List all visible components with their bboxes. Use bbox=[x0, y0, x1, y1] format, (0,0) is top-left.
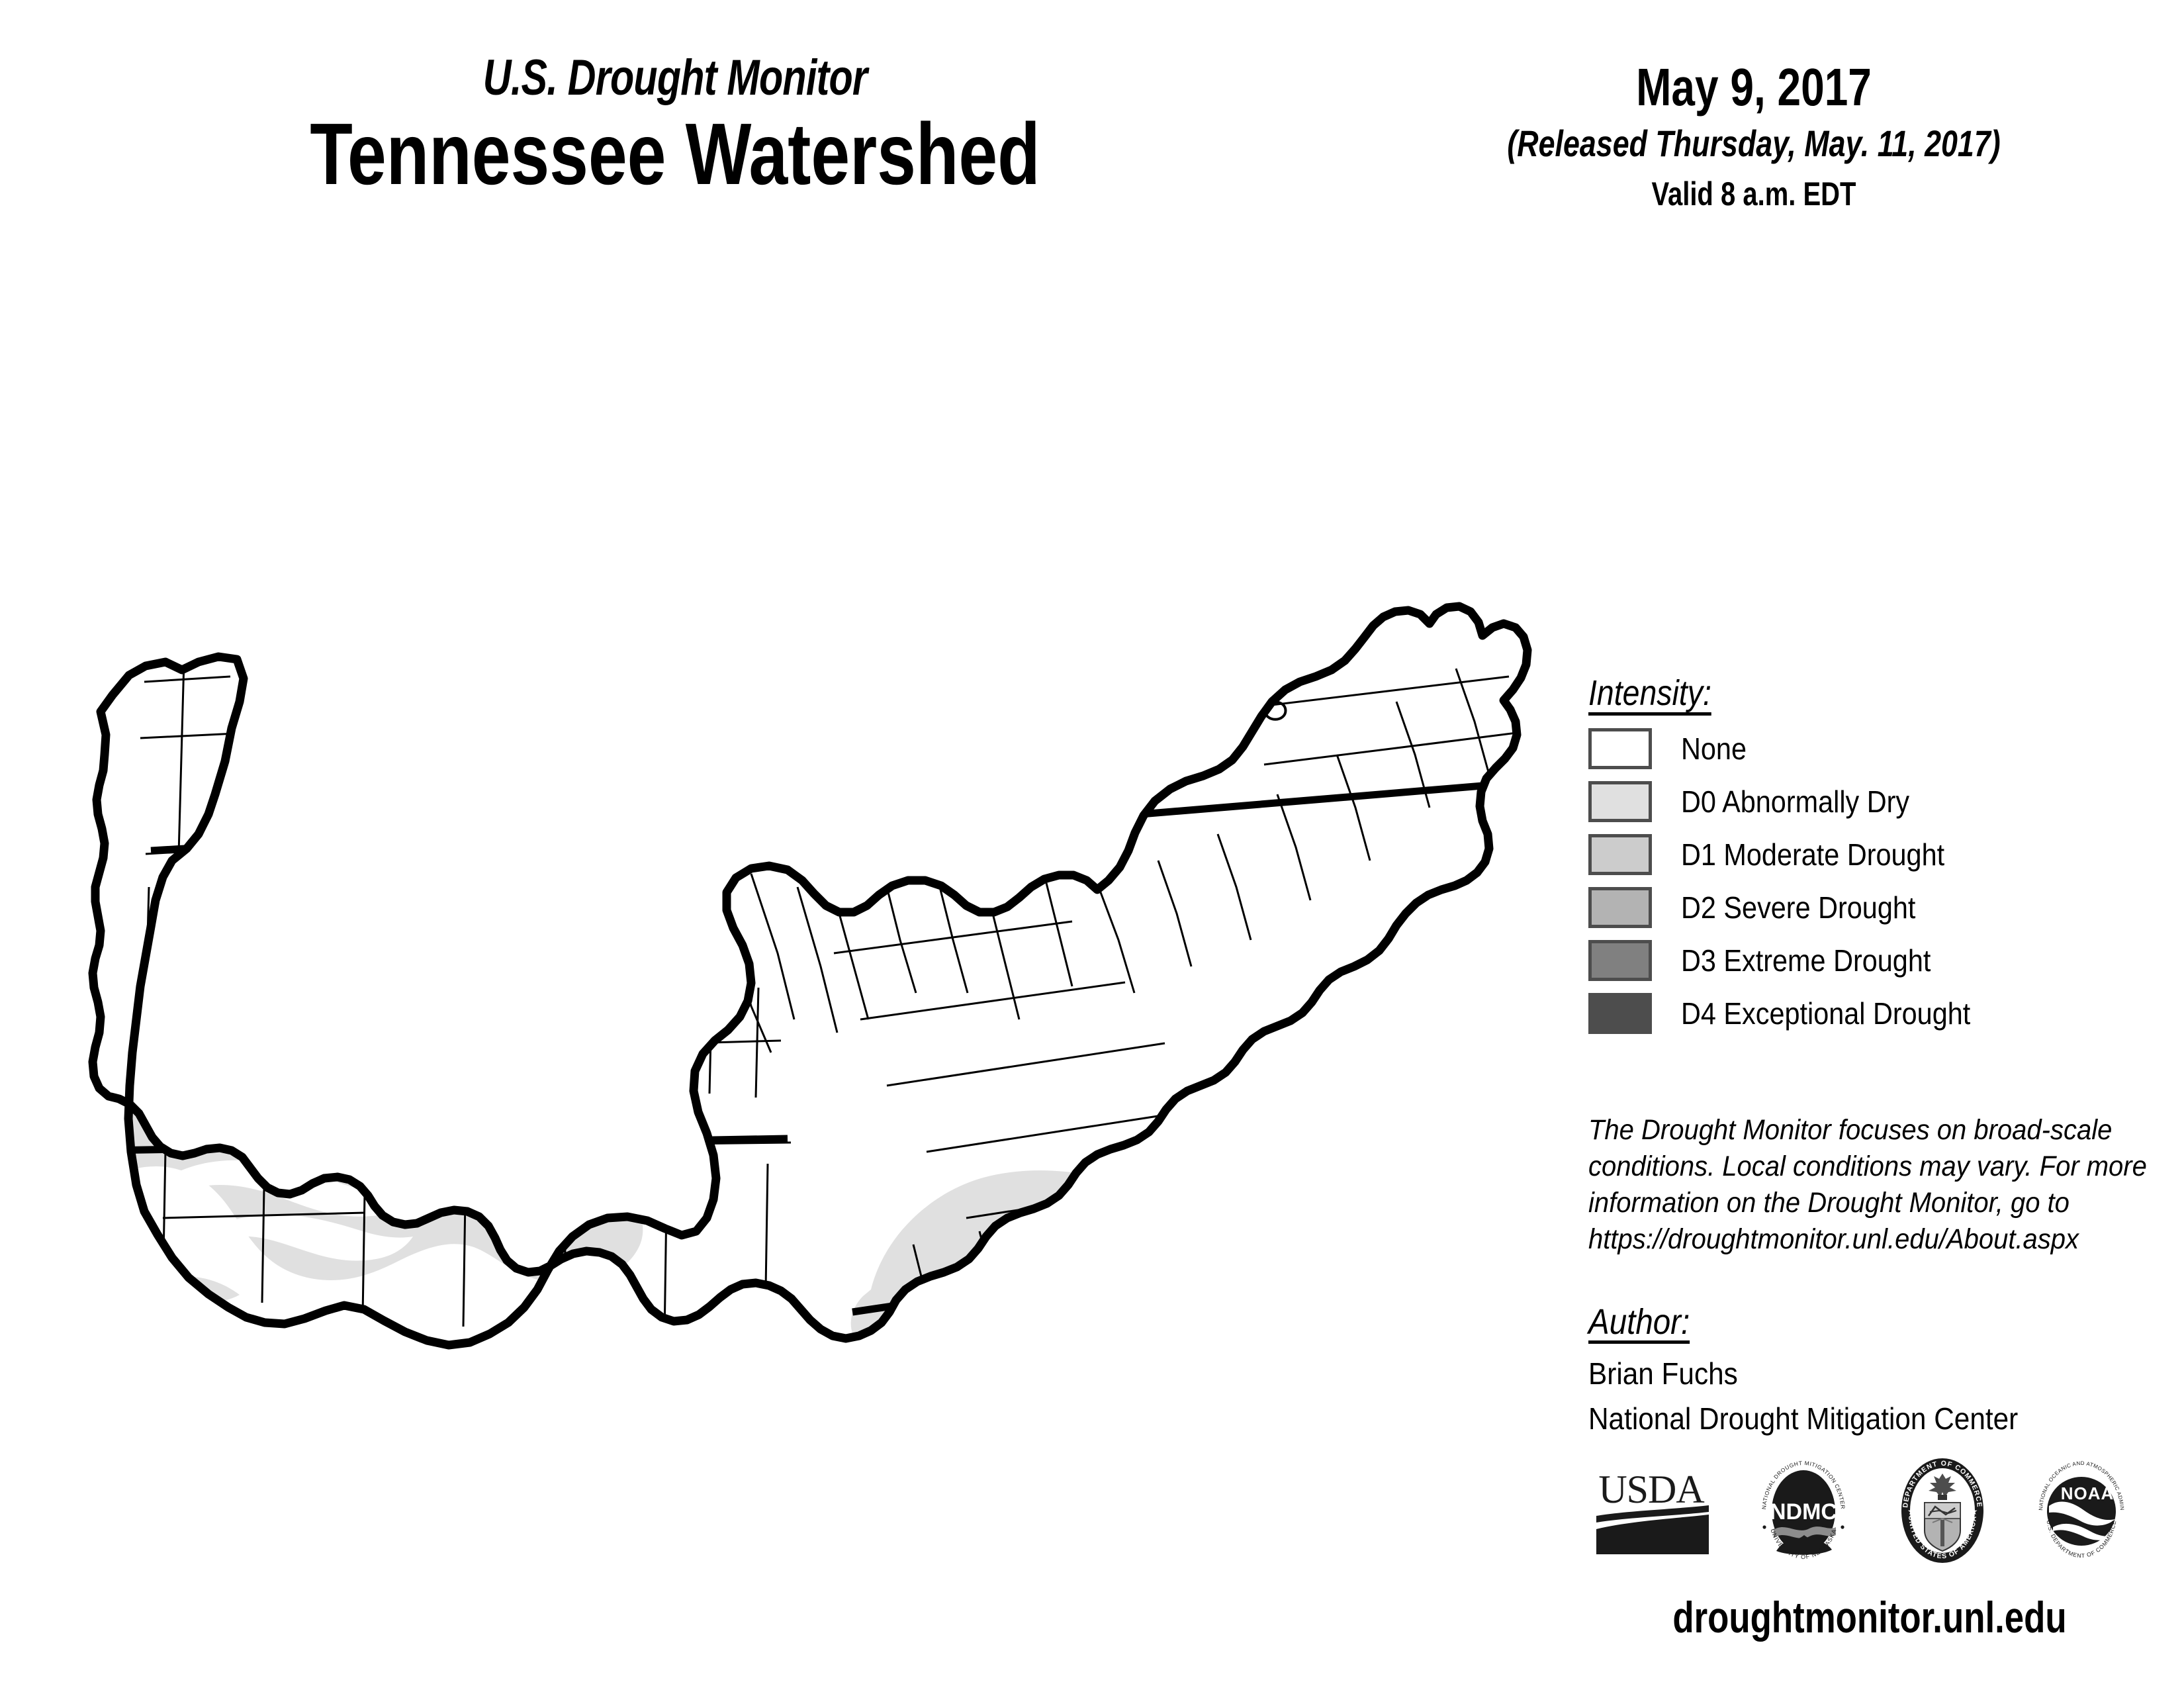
legend-swatch-none bbox=[1588, 728, 1652, 769]
footer-url[interactable]: droughtmonitor.unl.edu bbox=[1672, 1593, 2067, 1642]
legend-item-d3[interactable]: D3 Extreme Drought bbox=[1588, 940, 2171, 981]
legend-label-d2: D2 Severe Drought bbox=[1681, 890, 1916, 925]
legend-label-none: None bbox=[1681, 731, 1747, 766]
legend-label-d3: D3 Extreme Drought bbox=[1681, 943, 1931, 978]
released-date: (Released Thursday, May. 11, 2017) bbox=[1507, 122, 2001, 164]
legend-label-d4: D4 Exceptional Drought bbox=[1681, 996, 1971, 1031]
author-heading: Author: bbox=[1588, 1304, 1690, 1344]
legend-item-d4[interactable]: D4 Exceptional Drought bbox=[1588, 993, 2171, 1034]
legend-swatch-d3 bbox=[1588, 940, 1652, 981]
svg-text:★: ★ bbox=[1970, 1506, 1978, 1517]
drought-region-d0-west-hole-b bbox=[225, 1214, 413, 1261]
author-block: Author: Brian Fuchs National Drought Mit… bbox=[1588, 1304, 2177, 1434]
lake-glyph bbox=[1263, 700, 1287, 721]
disclaimer-link[interactable]: https://droughtmonitor.unl.edu/About.asp… bbox=[1588, 1223, 2079, 1256]
drought-monitor-supertitle: U.S. Drought Monitor bbox=[482, 50, 868, 106]
legend-label-d0: D0 Abnormally Dry bbox=[1681, 784, 1910, 819]
svg-text:NOAA: NOAA bbox=[2061, 1483, 2115, 1503]
doc-logo: DEPARTMENT OF COMMERCE UNITED STATES OF … bbox=[1893, 1456, 1992, 1569]
valid-date: May 9, 2017 bbox=[1636, 58, 1872, 117]
svg-text:★: ★ bbox=[1907, 1506, 1916, 1517]
legend-item-none[interactable]: None bbox=[1588, 728, 2171, 769]
legend-label-d1: D1 Moderate Drought bbox=[1681, 837, 1945, 872]
legend-swatch-d4 bbox=[1588, 993, 1652, 1034]
page-title: Tennessee Watershed bbox=[310, 105, 1040, 203]
drought-region-d1-east bbox=[889, 1300, 987, 1345]
legend-item-d0[interactable]: D0 Abnormally Dry bbox=[1588, 781, 2171, 822]
noaa-logo: NOAA NATIONAL OCEANIC AND ATMOSPHERIC AD… bbox=[2032, 1458, 2131, 1568]
header-title-block: U.S. Drought Monitor Tennessee Watershed bbox=[159, 53, 1191, 201]
header-date-block: May 9, 2017 (Released Thursday, May. 11,… bbox=[1403, 60, 2105, 212]
legend-swatch-d1 bbox=[1588, 834, 1652, 875]
author-affiliation: National Drought Mitigation Center bbox=[1588, 1401, 2019, 1436]
agency-logos: USDA NDMC NATIONAL DROUGHT MITIGATION CE… bbox=[1588, 1453, 2131, 1572]
legend-item-d2[interactable]: D2 Severe Drought bbox=[1588, 887, 2171, 928]
disclaimer-text: The Drought Monitor focuses on broad-sca… bbox=[1588, 1112, 2177, 1258]
legend-item-d1[interactable]: D1 Moderate Drought bbox=[1588, 834, 2171, 875]
tennessee-watershed-map[interactable] bbox=[66, 596, 1562, 1403]
intensity-legend: Intensity: None D0 Abnormally Dry D1 Mod… bbox=[1588, 675, 2171, 1034]
svg-text:USDA: USDA bbox=[1598, 1468, 1704, 1511]
author-name: Brian Fuchs bbox=[1588, 1356, 1738, 1391]
usda-logo: USDA bbox=[1588, 1462, 1714, 1564]
valid-time: Valid 8 a.m. EDT bbox=[1651, 175, 1856, 212]
legend-swatch-d0 bbox=[1588, 781, 1652, 822]
svg-text:NDMC: NDMC bbox=[1770, 1499, 1837, 1524]
ndmc-logo: NDMC NATIONAL DROUGHT MITIGATION CENTER … bbox=[1754, 1458, 1853, 1568]
legend-swatch-d2 bbox=[1588, 887, 1652, 928]
disclaimer-line-1: The Drought Monitor focuses on broad-sca… bbox=[1588, 1114, 2113, 1146]
disclaimer-line-3: information on the Drought Monitor, go t… bbox=[1588, 1187, 2070, 1219]
legend-title: Intensity: bbox=[1588, 675, 1711, 716]
disclaimer-line-2: conditions. Local conditions may vary. F… bbox=[1588, 1150, 2147, 1183]
map-svg bbox=[66, 596, 1562, 1403]
